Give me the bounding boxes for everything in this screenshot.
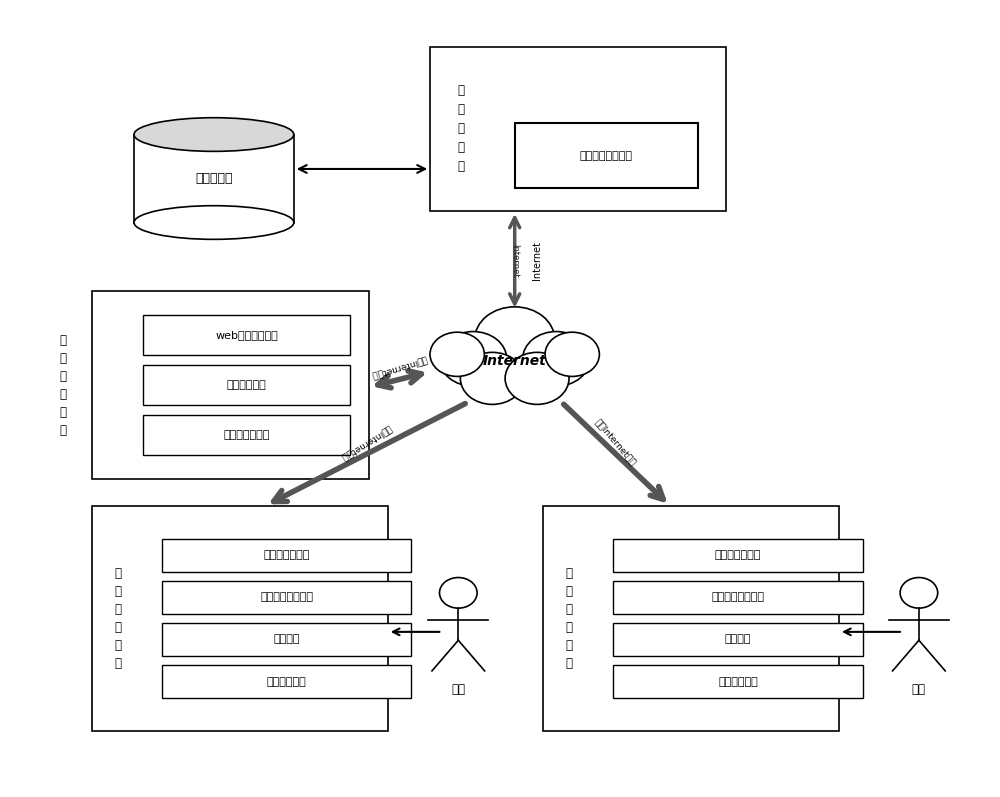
Circle shape: [440, 578, 477, 608]
Bar: [143, 316, 350, 355]
Polygon shape: [134, 135, 294, 222]
Circle shape: [460, 352, 524, 404]
Bar: [543, 505, 839, 732]
Text: 客人: 客人: [912, 683, 926, 696]
Text: 经由Internet交入: 经由Internet交入: [340, 423, 393, 461]
Text: 前
台
点
菜
平
板: 前 台 点 菜 平 板: [115, 567, 122, 670]
Bar: [92, 292, 369, 479]
Text: 拍照数据: 拍照数据: [274, 634, 300, 645]
Bar: [613, 539, 862, 572]
Bar: [162, 622, 411, 657]
Circle shape: [505, 352, 569, 404]
Circle shape: [430, 332, 484, 376]
Text: 拍照散焦图像处理: 拍照散焦图像处理: [260, 592, 313, 603]
Text: 位置经纬度数据: 位置经纬度数据: [264, 551, 310, 560]
Circle shape: [523, 332, 590, 387]
Bar: [162, 580, 411, 614]
Text: 其它拜访数据: 其它拜访数据: [718, 677, 758, 686]
Text: 门店等其它管理: 门店等其它管理: [224, 430, 270, 440]
Bar: [162, 665, 411, 698]
Ellipse shape: [134, 206, 294, 239]
Bar: [613, 665, 862, 698]
Ellipse shape: [134, 118, 294, 151]
Text: 中心数据库: 中心数据库: [195, 172, 233, 185]
Bar: [92, 505, 388, 732]
Text: 后
台
服
务
管
理: 后 台 服 务 管 理: [59, 334, 66, 437]
Circle shape: [475, 307, 555, 372]
Text: 经由Internet交入: 经由Internet交入: [371, 355, 428, 381]
Text: web报表拜访分析: web报表拜访分析: [215, 331, 278, 340]
Text: Internet: Internet: [532, 241, 542, 281]
Bar: [515, 123, 698, 188]
Bar: [430, 46, 726, 211]
Text: 拜访过程查询: 拜访过程查询: [227, 380, 267, 390]
Bar: [613, 622, 862, 657]
Text: Internet: Internet: [510, 244, 519, 277]
Circle shape: [545, 332, 599, 376]
Bar: [143, 415, 350, 455]
Text: 中
心
云
服
务: 中 心 云 服 务: [458, 84, 465, 173]
Text: 客人: 客人: [451, 683, 465, 696]
Text: 拜访数据存储处理: 拜访数据存储处理: [580, 151, 633, 160]
Text: 拍照数据: 拍照数据: [725, 634, 751, 645]
Circle shape: [440, 332, 507, 387]
Text: Internet: Internet: [483, 354, 547, 368]
Text: 拍照散焦图像处理: 拍照散焦图像处理: [711, 592, 764, 603]
Text: 前
台
点
菜
平
板: 前 台 点 菜 平 板: [566, 567, 573, 670]
Circle shape: [900, 578, 938, 608]
Text: 经由Internet交入: 经由Internet交入: [594, 418, 638, 467]
Text: 其它拜访数据: 其它拜访数据: [267, 677, 307, 686]
Bar: [143, 365, 350, 405]
Text: 位置经纬度数据: 位置经纬度数据: [715, 551, 761, 560]
Bar: [162, 539, 411, 572]
Bar: [613, 580, 862, 614]
